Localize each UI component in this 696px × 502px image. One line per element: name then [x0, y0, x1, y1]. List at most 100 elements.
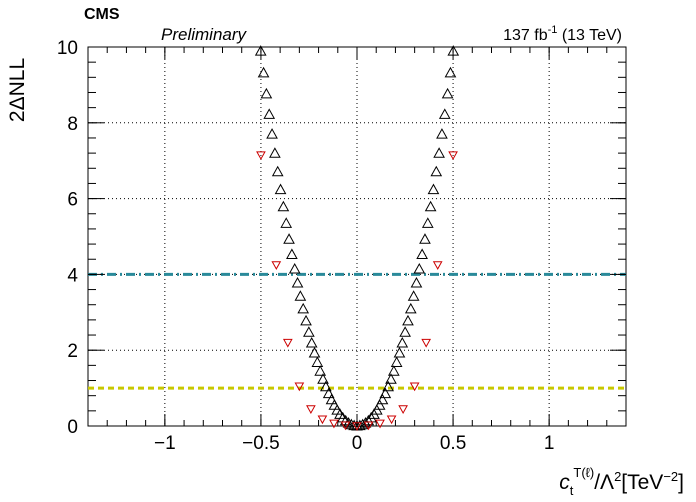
scan-point-black — [283, 233, 295, 244]
scan-point-black — [404, 302, 417, 314]
scan-point-black — [390, 356, 403, 367]
reference-lines — [88, 272, 626, 390]
scan-point-red — [409, 382, 420, 392]
scan-points — [254, 45, 460, 432]
y-tick-label: 6 — [67, 190, 78, 211]
scan-point-red — [386, 415, 397, 425]
scan-point-black — [291, 276, 304, 288]
y-tick-label: 10 — [57, 38, 78, 59]
scan-point-red — [421, 338, 432, 348]
lumi-exponent: -1 — [548, 24, 558, 36]
scan-point-black — [300, 314, 312, 326]
scan-point-black — [410, 276, 423, 288]
y-tick-label: 0 — [67, 417, 78, 438]
scan-point-black — [385, 373, 397, 384]
y-axis-label: 2ΔNLL — [6, 58, 29, 122]
scan-point-black — [305, 336, 318, 348]
y-tick-label: 8 — [67, 114, 78, 135]
lumi-label: 137 fb-1 (13 TeV) — [503, 24, 622, 44]
x-tick-label: −1 — [154, 433, 176, 454]
scan-point-black — [297, 302, 310, 314]
scan-point-black — [433, 147, 445, 158]
scan-point-red — [375, 419, 385, 429]
scan-point-black — [320, 380, 332, 392]
scan-point-black — [373, 399, 386, 410]
scan-point-red — [352, 422, 362, 432]
scan-point-black — [382, 380, 394, 392]
scan-point-red — [432, 261, 443, 270]
scan-point-black — [254, 45, 267, 56]
scan-point-black — [393, 347, 406, 358]
x-axis-label: ctT(ℓ)/Λ2[TeV−2] — [559, 465, 684, 498]
scan-point-black — [387, 365, 400, 376]
scan-point-black — [277, 200, 290, 212]
x-tick-label: −0.5 — [242, 433, 280, 454]
scan-point-black — [407, 290, 420, 301]
experiment-label: CMS — [84, 6, 120, 23]
y-tick-label: 2 — [67, 341, 78, 362]
lumi-value: 137 fb — [503, 27, 548, 44]
scan-point-black — [362, 414, 375, 426]
grid-lines — [88, 46, 626, 427]
scan-point-black — [353, 419, 366, 431]
scan-point-black — [314, 365, 327, 376]
scan-point-black — [269, 147, 281, 158]
scan-point-black — [359, 417, 372, 428]
scan-point-black — [402, 314, 414, 326]
x-tick-label: 1 — [544, 433, 555, 454]
scan-point-red — [271, 261, 282, 270]
scan-point-black — [311, 356, 324, 367]
scan-point-black — [339, 414, 352, 426]
scan-point-black — [260, 87, 273, 99]
scan-point-black — [416, 248, 428, 259]
scan-point-red — [448, 151, 458, 161]
scan-point-red — [329, 419, 339, 429]
scan-point-red — [340, 421, 351, 431]
scan-point-black — [424, 200, 437, 212]
scan-point-black — [274, 183, 287, 195]
scan-point-red — [363, 421, 374, 431]
scan-point-red — [282, 338, 293, 348]
scan-point-black — [379, 387, 392, 399]
scan-point-red — [306, 405, 316, 414]
scan-point-black — [430, 165, 443, 177]
scan-point-red — [256, 151, 266, 161]
scan-point-red — [317, 415, 328, 425]
scan-point-black — [294, 290, 307, 301]
scan-point-black — [280, 217, 293, 228]
scan-point-black — [438, 108, 451, 119]
x-tick-label: 0.5 — [440, 433, 466, 454]
scan-point-black — [396, 336, 409, 348]
scan-point-black — [342, 417, 355, 428]
scan-point-black — [399, 326, 411, 337]
scan-point-red — [294, 382, 305, 392]
energy-label: (13 TeV) — [557, 27, 622, 44]
scan-point-black — [271, 165, 284, 177]
scan-point-black — [444, 66, 457, 78]
axis-ticks — [87, 46, 627, 427]
scan-point-black — [441, 87, 454, 99]
y-tick-label: 4 — [67, 265, 78, 286]
scan-point-black — [308, 347, 321, 358]
x-tick-label: 0 — [352, 433, 363, 454]
scan-point-black — [421, 217, 434, 228]
scan-point-black — [257, 66, 270, 78]
scan-point-black — [436, 128, 448, 139]
scan-point-black — [328, 399, 341, 410]
scan-point-black — [322, 387, 335, 399]
status-label: Preliminary — [161, 25, 248, 44]
scan-point-black — [325, 393, 338, 405]
scan-point-black — [413, 263, 426, 274]
scan-point-black — [263, 108, 276, 119]
scan-point-black — [266, 128, 278, 139]
scan-point-black — [447, 45, 460, 56]
scan-point-black — [303, 326, 315, 337]
scan-point-black — [427, 183, 440, 195]
scan-point-black — [376, 393, 389, 405]
scan-point-black — [419, 233, 431, 244]
scan-point-red — [398, 405, 408, 414]
scan-point-black — [317, 373, 329, 384]
scan-point-black — [288, 263, 301, 274]
